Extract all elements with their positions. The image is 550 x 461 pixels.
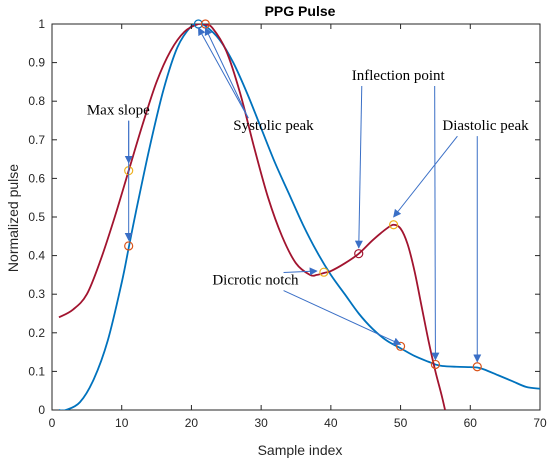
data-marker [472, 362, 482, 372]
chart-title: PPG Pulse [265, 3, 336, 19]
plot-area [51, 23, 541, 411]
data-marker [389, 220, 399, 230]
y-tick-label: 0.1 [28, 364, 45, 378]
series-layer [58, 24, 540, 410]
x-tick-label: 30 [254, 416, 268, 430]
annotation-arrow [283, 267, 318, 276]
y-tick-label: 0.9 [28, 56, 45, 70]
annotation-label: Dicrotic notch [212, 273, 299, 289]
y-tick-label: 0 [38, 403, 45, 417]
y-tick-label: 0.6 [28, 171, 45, 185]
y-tick-label: 0.4 [28, 249, 45, 263]
annotation-label: Inflection point [352, 68, 446, 84]
y-axis-label: Normalized pulse [5, 164, 21, 272]
annotation-arrow [204, 27, 249, 119]
x-tick-label: 50 [394, 416, 408, 430]
tick-layer: 0 10 20 30 40 50 60 70 0 0.1 0.2 0.3 0.4 0.5 0.6 0.7 0.8… [28, 17, 547, 430]
annotation-arrow [393, 135, 458, 218]
x-axis-label: Sample index [258, 442, 343, 458]
y-tick-label: 0.7 [28, 133, 45, 147]
x-tick-label: 10 [115, 416, 129, 430]
annotation-arrow [283, 290, 402, 346]
x-tick-label: 0 [49, 416, 56, 430]
annotation-label: Max slope [87, 103, 150, 119]
annotation-label: Diastolic peak [442, 118, 529, 134]
annotation-layer: Max slope Systolic peak Inflection point Di… [87, 27, 529, 363]
y-tick-label: 0.3 [28, 287, 45, 301]
x-tick-label: 20 [185, 416, 199, 430]
annotation-arrow [354, 85, 363, 249]
annotation-label: Systolic peak [233, 118, 314, 134]
data-marker [124, 241, 134, 251]
y-tick-label: 1 [38, 17, 45, 31]
series-line-1 [58, 24, 447, 410]
y-tick-label: 0.8 [28, 94, 45, 108]
data-marker [354, 249, 364, 259]
series-line-0 [58, 24, 540, 410]
annotation-arrow [431, 85, 440, 361]
x-tick-label: 60 [464, 416, 478, 430]
data-marker [319, 267, 329, 277]
plot-frame [51, 23, 541, 411]
y-tick-label: 0.2 [28, 326, 45, 340]
x-tick-label: 70 [533, 416, 547, 430]
annotation-arrow [197, 27, 249, 119]
y-tick-label: 0.5 [28, 210, 45, 224]
x-tick-label: 40 [324, 416, 338, 430]
